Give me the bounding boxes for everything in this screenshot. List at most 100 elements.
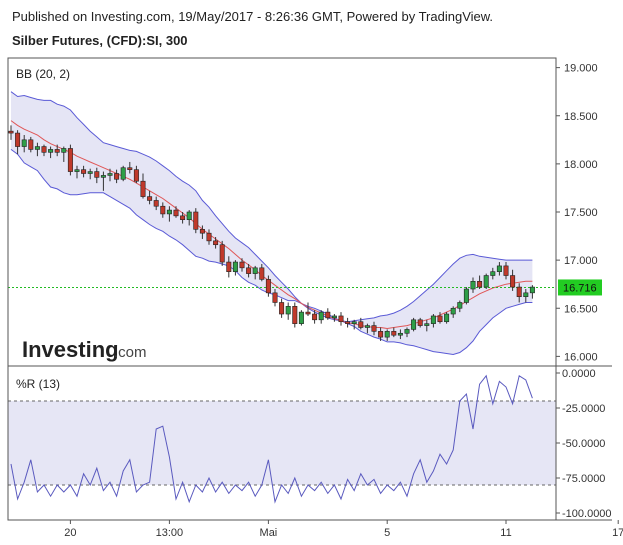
candle-body	[477, 280, 483, 288]
axes: 19.000 18.500 18.000 17.500 17.000 16.500 16.0…	[7, 57, 623, 539]
candle	[239, 258, 245, 272]
candle	[219, 240, 225, 266]
bb-lower-line	[10, 148, 533, 356]
candle-body	[331, 315, 337, 319]
candle-body	[140, 180, 146, 197]
candle	[516, 283, 522, 303]
symbol-title: Silber Futures, (CFD):SI, 300	[12, 33, 188, 48]
candle	[120, 165, 126, 182]
candle	[232, 260, 238, 276]
candle-body	[199, 229, 205, 234]
candle-body	[74, 169, 80, 172]
candle	[8, 125, 14, 140]
candle	[173, 206, 179, 218]
candle	[74, 165, 80, 179]
candle	[160, 202, 166, 218]
bb-band-fill	[11, 91, 533, 355]
candle	[100, 171, 106, 191]
candle	[67, 144, 73, 176]
candle	[312, 310, 318, 324]
candle	[140, 173, 146, 199]
candle-body	[252, 267, 258, 274]
bb-panel-label: BB (20, 2)	[16, 67, 70, 81]
candle	[127, 161, 133, 174]
price-tick-label: 17.500	[564, 207, 598, 219]
price-tick-label: 18.000	[564, 159, 598, 171]
candle-body	[173, 209, 179, 217]
candle-body	[483, 275, 489, 288]
candle-body	[186, 211, 192, 220]
candle-body	[312, 313, 318, 321]
candle	[298, 310, 304, 326]
candle-body	[457, 302, 463, 309]
price-tick-label: 17.000	[564, 255, 598, 267]
candle-body	[516, 286, 522, 298]
candle-body	[305, 311, 311, 315]
candle-body	[87, 171, 93, 174]
last-price-badge	[558, 279, 602, 296]
x-tick-label: 13:00	[156, 527, 184, 539]
candle	[424, 319, 430, 332]
candle-body	[34, 146, 40, 150]
candle	[133, 165, 139, 184]
candle-body	[424, 323, 430, 326]
candle	[430, 314, 436, 328]
candle-body	[364, 325, 370, 328]
candle	[477, 275, 483, 289]
candle-body	[120, 167, 126, 180]
candle	[279, 298, 285, 318]
candle-body	[166, 209, 172, 215]
wr-tick-label: -50.0000	[562, 438, 605, 450]
candle-body	[470, 280, 476, 290]
candle-body	[397, 332, 403, 336]
candle-body	[226, 261, 232, 272]
candle-body	[206, 232, 212, 242]
bb-basis-line	[10, 120, 533, 330]
x-tick-label: 11	[500, 527, 511, 539]
candle	[358, 317, 364, 330]
candle-body	[325, 311, 331, 319]
candle-body	[180, 215, 186, 221]
candle	[292, 302, 298, 328]
candle-body	[298, 311, 304, 324]
candle	[285, 302, 291, 320]
candle-body	[529, 286, 535, 294]
candle	[338, 312, 344, 326]
candle-body	[133, 169, 139, 182]
logo-main-text: Investing	[22, 337, 119, 362]
candle-body	[292, 306, 298, 324]
candle-body	[279, 302, 285, 315]
candle-body	[378, 331, 384, 338]
candle-body	[193, 211, 199, 230]
candle-body	[490, 271, 496, 276]
candle-body	[371, 325, 377, 332]
candle	[34, 142, 40, 157]
price-tick-label: 18.500	[564, 111, 598, 123]
candle	[318, 310, 324, 324]
candle	[180, 212, 186, 224]
candle-body	[272, 292, 278, 303]
candle	[305, 302, 311, 316]
candle-body	[510, 275, 516, 288]
candle	[41, 144, 47, 157]
candle	[21, 135, 27, 153]
price-tick-label: 16.000	[564, 351, 598, 363]
candle-body	[160, 205, 166, 215]
candle-body	[430, 315, 436, 324]
wr-panel-label: %R (13)	[16, 377, 60, 391]
candle	[147, 190, 153, 205]
candle	[259, 263, 265, 282]
candle	[463, 287, 469, 305]
candle-body	[523, 292, 529, 298]
x-tick-label: 5	[384, 527, 390, 539]
candle	[437, 312, 443, 324]
candle-body	[100, 175, 106, 178]
candle	[87, 168, 93, 180]
candle	[325, 308, 331, 320]
candle	[371, 321, 377, 336]
candle	[411, 317, 417, 332]
candle	[351, 319, 357, 330]
candle	[226, 256, 232, 278]
x-tick-label: 20	[64, 527, 76, 539]
candle	[529, 285, 535, 299]
